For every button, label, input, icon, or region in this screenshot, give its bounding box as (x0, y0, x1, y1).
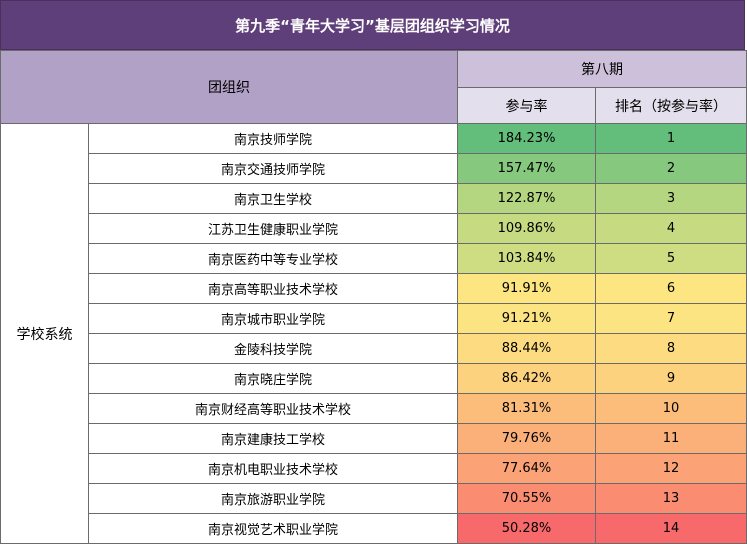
rank-cell[interactable]: 13 (595, 483, 747, 514)
ranking-table: 团组织 第八期 参与率 排名（按参与率） 学校系统 南京技师学院 184.23% 1 南… (0, 50, 747, 544)
header-period[interactable]: 第八期 (457, 50, 747, 88)
participation-rate-cell[interactable]: 86.42% (457, 363, 596, 394)
org-name-cell[interactable]: 南京旅游职业学院 (88, 483, 458, 514)
table-row: 南京城市职业学院 91.21% 7 (1, 303, 747, 334)
rank-cell[interactable]: 12 (595, 453, 747, 484)
header-rank[interactable]: 排名（按参与率） (595, 87, 747, 124)
table-body: 学校系统 南京技师学院 184.23% 1 南京交通技师学院 157.47% 2 南京卫生学校… (0, 123, 747, 544)
participation-rate-cell[interactable]: 79.76% (457, 423, 596, 454)
table-title: 第九季“青年大学习”基层团组织学习情况 (0, 0, 745, 50)
org-name-cell[interactable]: 南京视觉艺术职业学院 (88, 513, 458, 544)
table-row: 南京机电职业技术学校 77.64% 12 (1, 453, 747, 484)
table-row: 南京高等职业技术学校 91.91% 6 (1, 273, 747, 304)
participation-rate-cell[interactable]: 70.55% (457, 483, 596, 514)
org-name-cell[interactable]: 南京技师学院 (88, 123, 458, 154)
table-row: 南京旅游职业学院 70.55% 13 (1, 483, 747, 514)
rank-cell[interactable]: 7 (595, 303, 747, 334)
org-name-cell[interactable]: 南京高等职业技术学校 (88, 273, 458, 304)
table-row: 南京视觉艺术职业学院 50.28% 14 (1, 513, 747, 544)
rank-cell[interactable]: 4 (595, 213, 747, 244)
rank-cell[interactable]: 10 (595, 393, 747, 424)
org-name-cell[interactable]: 南京机电职业技术学校 (88, 453, 458, 484)
participation-rate-cell[interactable]: 50.28% (457, 513, 596, 544)
header-org[interactable]: 团组织 (0, 50, 458, 124)
org-name-cell[interactable]: 南京城市职业学院 (88, 303, 458, 334)
header-rate[interactable]: 参与率 (457, 87, 596, 124)
org-name-cell[interactable]: 南京建康技工学校 (88, 423, 458, 454)
rank-cell[interactable]: 14 (595, 513, 747, 544)
participation-rate-cell[interactable]: 77.64% (457, 453, 596, 484)
table-row: 南京晓庄学院 86.42% 9 (1, 363, 747, 394)
table-row: 南京建康技工学校 79.76% 11 (1, 423, 747, 454)
participation-rate-cell[interactable]: 91.91% (457, 273, 596, 304)
rank-cell[interactable]: 1 (595, 123, 747, 154)
participation-rate-cell[interactable]: 88.44% (457, 333, 596, 364)
table-row: 金陵科技学院 88.44% 8 (1, 333, 747, 364)
table-row: 南京财经高等职业技术学校 81.31% 10 (1, 393, 747, 424)
rank-cell[interactable]: 9 (595, 363, 747, 394)
rank-cell[interactable]: 11 (595, 423, 747, 454)
participation-rate-cell[interactable]: 109.86% (457, 213, 596, 244)
org-name-cell[interactable]: 南京财经高等职业技术学校 (88, 393, 458, 424)
rank-cell[interactable]: 3 (595, 183, 747, 214)
org-name-cell[interactable]: 南京卫生学校 (88, 183, 458, 214)
participation-rate-cell[interactable]: 103.84% (457, 243, 596, 274)
table-row: 南京交通技师学院 157.47% 2 (1, 153, 747, 184)
group-cell[interactable]: 学校系统 (0, 123, 89, 544)
participation-rate-cell[interactable]: 91.21% (457, 303, 596, 334)
table-row: 学校系统 南京技师学院 184.23% 1 (0, 123, 747, 544)
rank-cell[interactable]: 5 (595, 243, 747, 274)
participation-rate-cell[interactable]: 157.47% (457, 153, 596, 184)
rank-cell[interactable]: 2 (595, 153, 747, 184)
org-name-cell[interactable]: 南京晓庄学院 (88, 363, 458, 394)
rank-cell[interactable]: 6 (595, 273, 747, 304)
table-row: 南京医药中等专业学校 103.84% 5 (1, 243, 747, 274)
table-row: 南京卫生学校 122.87% 3 (1, 183, 747, 214)
participation-rate-cell[interactable]: 122.87% (457, 183, 596, 214)
participation-rate-cell[interactable]: 81.31% (457, 393, 596, 424)
org-name-cell[interactable]: 南京医药中等专业学校 (88, 243, 458, 274)
table-row: 江苏卫生健康职业学院 109.86% 4 (1, 213, 747, 244)
rank-cell[interactable]: 8 (595, 333, 747, 364)
org-name-cell[interactable]: 江苏卫生健康职业学院 (88, 213, 458, 244)
org-name-cell[interactable]: 金陵科技学院 (88, 333, 458, 364)
participation-rate-cell[interactable]: 184.23% (457, 123, 596, 154)
org-name-cell[interactable]: 南京交通技师学院 (88, 153, 458, 184)
